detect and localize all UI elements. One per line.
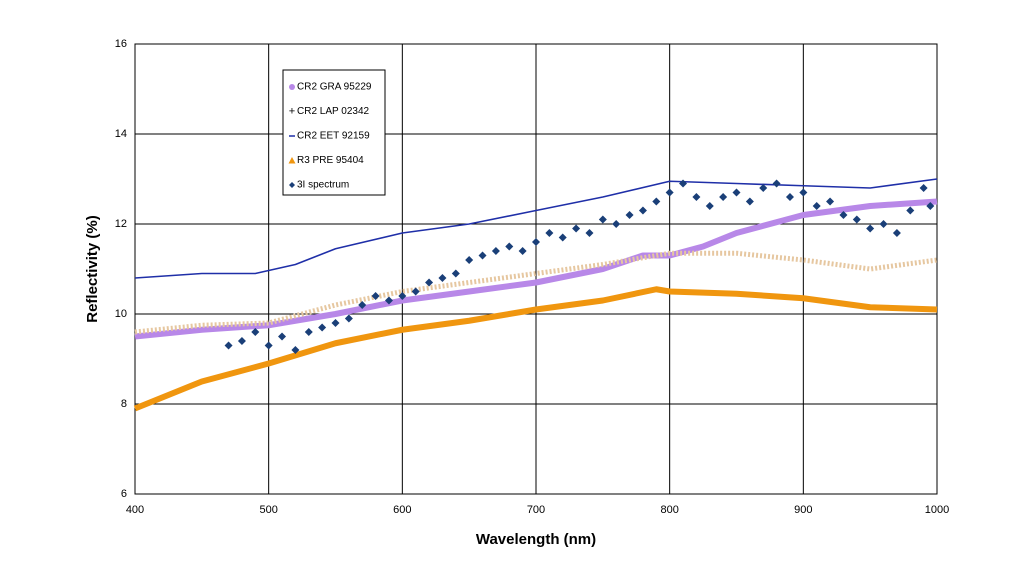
data-point: [224, 341, 233, 350]
legend-label: CR2 GRA 95229: [297, 82, 372, 93]
data-point: [425, 278, 434, 287]
data-point: [358, 301, 367, 309]
data-point: [692, 193, 701, 201]
data-point: [558, 233, 567, 242]
data-point: [892, 229, 901, 237]
data-point: [759, 184, 768, 192]
legend-label: CR2 EET 92159: [297, 131, 370, 142]
series-line: [134, 198, 938, 340]
data-point: [572, 224, 581, 233]
data-point: [304, 328, 313, 336]
data-point: [799, 188, 808, 197]
data-point: [826, 197, 835, 206]
data-point: [926, 202, 935, 210]
legend-swatch: [288, 157, 296, 164]
data-point: [331, 319, 340, 327]
y-tick-label: 10: [115, 308, 127, 320]
data-point: [612, 220, 621, 228]
data-point: [919, 184, 928, 192]
data-point: [478, 251, 487, 260]
legend-label: R3 PRE 95404: [297, 155, 364, 166]
data-point: [719, 193, 728, 201]
x-tick-label: 900: [794, 504, 812, 516]
data-point: [384, 296, 393, 305]
y-tick-label: 16: [115, 38, 127, 50]
x-tick-label: 500: [259, 504, 277, 516]
data-point: [812, 202, 821, 210]
legend: CR2 GRA 95229 + CR2 LAP 02342 CR2 EET 92159…: [282, 69, 386, 196]
data-point: [679, 179, 688, 188]
legend-swatch: [289, 84, 295, 90]
legend-swatch: +: [289, 105, 295, 117]
x-tick-label: 1000: [925, 504, 949, 516]
data-point: [237, 337, 246, 345]
data-point: [371, 292, 380, 300]
data-point: [465, 256, 474, 264]
data-point: [264, 341, 273, 350]
data-point: [438, 274, 447, 282]
series-line: [134, 178, 938, 279]
data-point: [598, 215, 607, 224]
legend-swatch: [289, 182, 295, 188]
data-point: [638, 206, 647, 215]
data-point: [518, 247, 527, 255]
data-point: [344, 314, 353, 323]
y-axis-title: Reflectivity (%): [84, 215, 101, 323]
data-point: [625, 211, 634, 219]
data-point: [665, 188, 674, 197]
data-point: [318, 323, 327, 332]
data-point: [906, 206, 915, 215]
data-point: [251, 328, 260, 336]
y-tick-label: 6: [121, 488, 127, 500]
data-point: [839, 211, 848, 219]
x-axis-title: Wavelength (nm): [476, 531, 596, 548]
x-tick-label: 700: [527, 504, 545, 516]
data-point: [705, 202, 714, 210]
data-point: [505, 242, 514, 251]
x-tick-label: 600: [393, 504, 411, 516]
data-point: [745, 197, 754, 206]
data-point: [451, 269, 460, 278]
y-tick-label: 8: [121, 398, 127, 410]
series-line: [133, 286, 938, 412]
data-point: [398, 292, 407, 300]
plot-frame: [134, 43, 938, 495]
legend-label: CR2 LAP 02342: [297, 106, 370, 117]
data-point: [291, 346, 300, 354]
data-point: [652, 197, 661, 206]
legend-label: 3I spectrum: [297, 180, 349, 191]
data-point: [411, 287, 420, 296]
legend-box: [282, 69, 386, 196]
y-tick-label: 14: [115, 128, 127, 140]
data-point: [491, 247, 500, 255]
data-point: [545, 229, 554, 237]
data-point: [278, 332, 287, 341]
x-tick-label: 800: [660, 504, 678, 516]
x-tick-label: 400: [126, 504, 144, 516]
data-point: [879, 220, 888, 228]
data-point: [866, 224, 875, 233]
data-point: [785, 193, 794, 201]
data-point: [772, 179, 781, 188]
data-point: [852, 215, 861, 224]
data-point: [532, 238, 540, 246]
data-point: [585, 229, 594, 237]
data-point: [732, 188, 741, 197]
y-tick-label: 12: [115, 218, 127, 230]
